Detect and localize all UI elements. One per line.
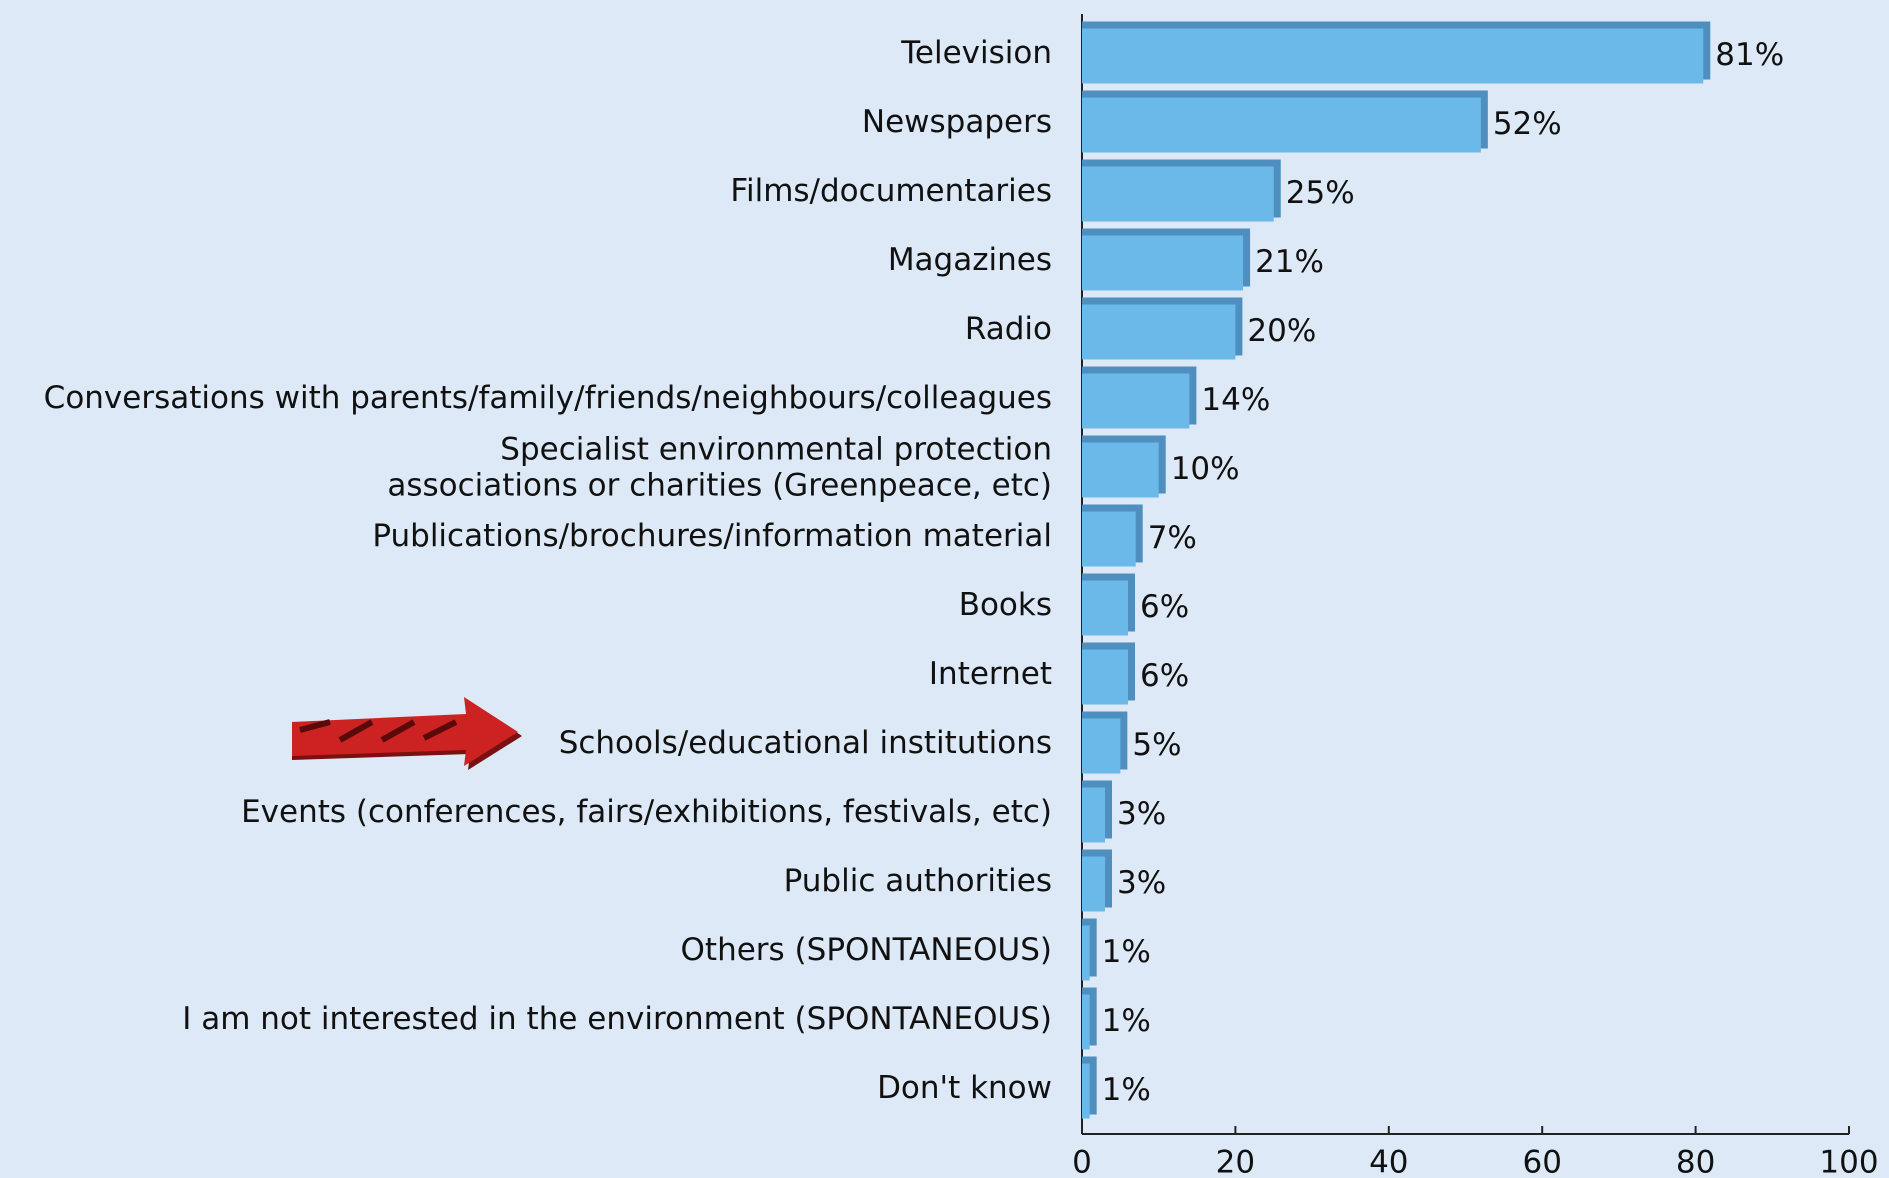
x-tick-label: 80 [1676,1145,1715,1178]
x-tick-label: 60 [1522,1145,1561,1178]
category-label: Public authorities [784,863,1052,899]
value-label: 3% [1117,865,1166,901]
bar [1082,718,1121,774]
x-tick-label: 0 [1072,1145,1092,1178]
category-label: I am not interested in the environment (… [182,1001,1052,1037]
category-label: Books [959,587,1052,623]
value-label: 52% [1493,106,1562,142]
category-label: Schools/educational institutions [559,725,1052,761]
x-tick-label: 40 [1369,1145,1408,1178]
bar [1082,166,1274,222]
bar [1082,28,1704,84]
bar [1082,373,1190,429]
category-label: Newspapers [862,104,1052,140]
bar [1082,856,1106,912]
category-label: Television [900,35,1052,71]
value-label: 6% [1140,658,1189,694]
value-label: 1% [1102,934,1151,970]
category-label: Magazines [888,242,1052,278]
value-label: 6% [1140,589,1189,625]
value-label: 14% [1201,382,1270,418]
category-label: Don't know [877,1070,1052,1106]
bar [1082,787,1106,843]
bar [1082,304,1236,360]
bar [1082,649,1129,705]
bar [1082,97,1481,153]
category-label: Specialist environmental protection assoc… [387,431,1052,503]
value-label: 1% [1102,1072,1151,1108]
bar [1082,511,1136,567]
value-label: 1% [1102,1003,1151,1039]
bar [1082,994,1090,1050]
value-label: 3% [1117,796,1166,832]
value-label: 10% [1171,451,1240,487]
bar [1082,580,1129,636]
value-label: 20% [1247,313,1316,349]
category-label: Others (SPONTANEOUS) [681,932,1052,968]
value-label: 25% [1286,175,1355,211]
x-tick-label: 100 [1819,1145,1878,1178]
category-label: Publications/brochures/information mater… [372,518,1052,554]
category-label: Radio [965,311,1052,347]
x-tick-label: 20 [1216,1145,1255,1178]
value-label: 5% [1132,727,1181,763]
value-label: 21% [1255,244,1324,280]
value-label: 81% [1715,37,1784,73]
category-label: Events (conferences, fairs/exhibitions, … [241,794,1052,830]
highlight-arrow [292,697,522,770]
category-label: Films/documentaries [730,173,1052,209]
category-label: Conversations with parents/family/friend… [44,380,1052,416]
bar [1082,925,1090,981]
value-label: 7% [1148,520,1197,556]
category-label: Internet [929,656,1052,692]
bar [1082,442,1159,498]
bar [1082,1063,1090,1119]
bar [1082,235,1244,291]
